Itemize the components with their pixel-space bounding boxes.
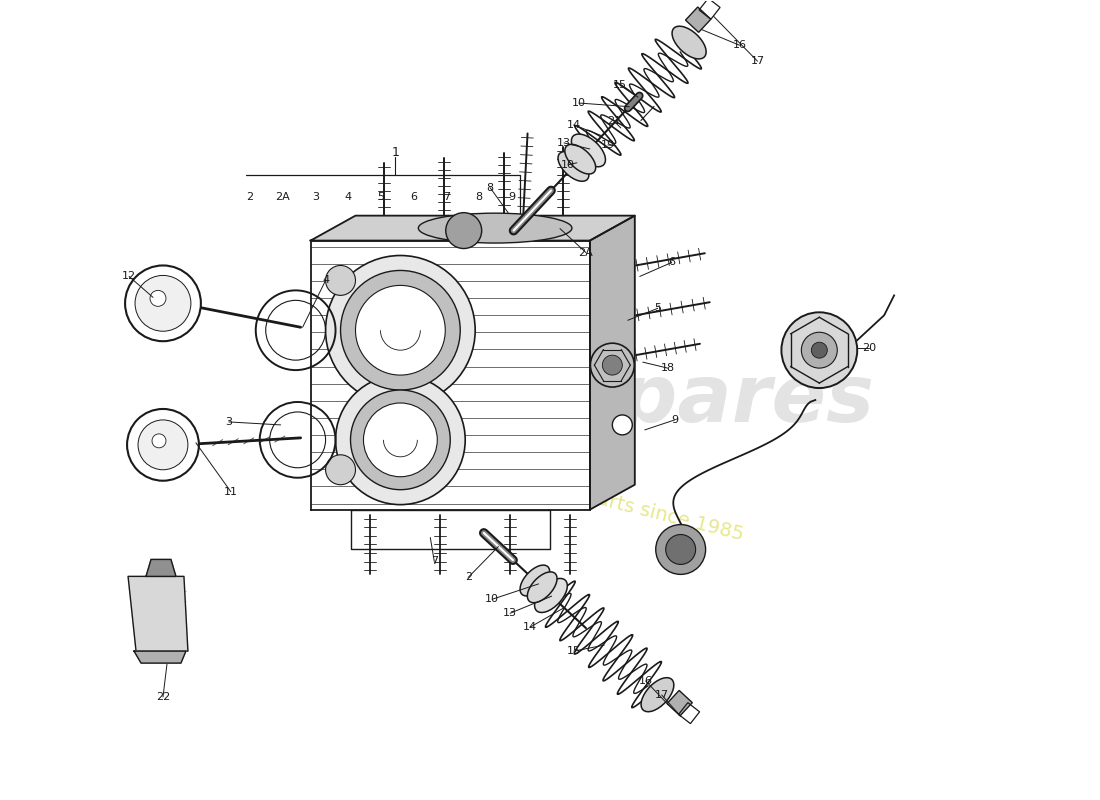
Ellipse shape	[571, 134, 605, 166]
Text: 16: 16	[733, 40, 747, 50]
Text: 17: 17	[654, 690, 669, 700]
Circle shape	[591, 343, 635, 387]
Bar	[685, 7, 711, 32]
Circle shape	[355, 286, 446, 375]
Bar	[700, 0, 720, 19]
Ellipse shape	[564, 144, 596, 174]
Polygon shape	[310, 216, 635, 241]
Text: 4: 4	[322, 275, 329, 286]
Text: 20: 20	[862, 343, 877, 353]
Text: 10: 10	[561, 160, 575, 170]
Circle shape	[326, 255, 475, 405]
Circle shape	[802, 332, 837, 368]
Circle shape	[125, 266, 201, 342]
Circle shape	[150, 290, 166, 306]
Text: 18: 18	[661, 363, 674, 373]
Ellipse shape	[641, 678, 674, 712]
Text: 7: 7	[443, 192, 450, 202]
Text: 19: 19	[601, 140, 615, 150]
Text: 17: 17	[750, 56, 764, 66]
Circle shape	[336, 375, 465, 505]
Circle shape	[326, 455, 355, 485]
Circle shape	[666, 534, 695, 565]
Circle shape	[363, 403, 438, 477]
Text: 13: 13	[557, 138, 571, 148]
Polygon shape	[134, 651, 186, 663]
Circle shape	[135, 275, 191, 331]
Ellipse shape	[558, 152, 589, 182]
Text: 15: 15	[566, 646, 581, 656]
Ellipse shape	[535, 578, 568, 613]
Circle shape	[341, 270, 460, 390]
Text: 2: 2	[464, 572, 472, 582]
Text: 1: 1	[392, 146, 399, 159]
Text: 9: 9	[671, 415, 679, 425]
Polygon shape	[310, 241, 590, 510]
Text: 22: 22	[156, 692, 170, 702]
Ellipse shape	[672, 26, 706, 59]
Ellipse shape	[418, 213, 572, 243]
Text: 7: 7	[431, 557, 438, 566]
Text: 6: 6	[668, 258, 675, 267]
Text: 14: 14	[522, 622, 537, 632]
Bar	[667, 690, 692, 716]
Text: 8: 8	[475, 192, 483, 202]
Circle shape	[351, 390, 450, 490]
Circle shape	[138, 420, 188, 470]
Text: 15: 15	[613, 80, 627, 90]
Circle shape	[446, 213, 482, 249]
Circle shape	[613, 415, 632, 435]
Circle shape	[603, 355, 623, 375]
Text: 5: 5	[377, 192, 384, 202]
Text: 5: 5	[654, 303, 661, 314]
Polygon shape	[590, 216, 635, 510]
Text: 6: 6	[410, 192, 417, 202]
Text: 11: 11	[223, 486, 238, 497]
Text: 4: 4	[344, 192, 352, 202]
Circle shape	[656, 525, 705, 574]
Text: 2A: 2A	[579, 247, 593, 258]
Text: 2: 2	[246, 192, 253, 202]
Text: 10: 10	[572, 98, 586, 108]
Text: eurospares: eurospares	[365, 361, 874, 439]
Bar	[679, 702, 700, 724]
Ellipse shape	[520, 565, 550, 596]
Circle shape	[812, 342, 827, 358]
Text: 16: 16	[639, 676, 652, 686]
Text: 14: 14	[566, 120, 581, 130]
Polygon shape	[351, 510, 550, 550]
Text: 12: 12	[122, 271, 136, 282]
Text: 21: 21	[607, 116, 620, 126]
Text: 2A: 2A	[275, 192, 290, 202]
Text: a passion for parts since 1985: a passion for parts since 1985	[454, 454, 745, 545]
Polygon shape	[146, 559, 176, 576]
Circle shape	[128, 409, 199, 481]
Circle shape	[152, 434, 166, 448]
Circle shape	[326, 266, 355, 295]
Text: 8: 8	[486, 182, 494, 193]
Text: 3: 3	[226, 417, 232, 427]
Text: 13: 13	[503, 608, 517, 618]
Text: 10: 10	[485, 594, 499, 604]
Circle shape	[781, 312, 857, 388]
Text: 3: 3	[311, 192, 319, 202]
Text: 9: 9	[508, 192, 516, 202]
Ellipse shape	[527, 572, 557, 602]
Polygon shape	[128, 576, 188, 651]
